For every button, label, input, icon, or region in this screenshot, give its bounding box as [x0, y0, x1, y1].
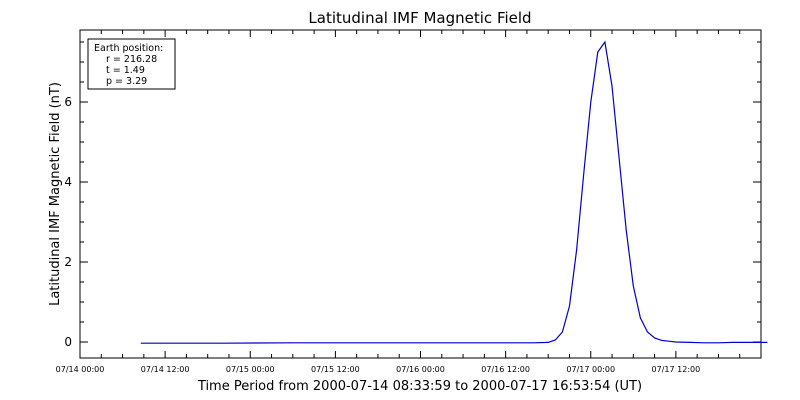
legend-box: [87, 38, 176, 90]
axis-ticks: [79, 30, 761, 358]
series-line: [140, 40, 768, 344]
legend-heading: Earth position:: [94, 43, 163, 54]
x-tick-label: 07/15 12:00: [311, 365, 360, 374]
x-tick-label: 07/16 00:00: [396, 365, 445, 374]
plot-frame: [79, 29, 762, 359]
x-tick-label: 07/14 00:00: [56, 365, 105, 374]
y-tick-label: 0: [64, 335, 72, 349]
y-tick-label: 2: [64, 255, 72, 269]
legend-p-value: p = 3.29: [106, 76, 147, 87]
x-axis-label: Time Period from 2000-07-14 08:33:59 to …: [197, 379, 642, 394]
y-tick-label: 4: [64, 175, 72, 189]
x-tick-labels: 07/14 00:00 07/14 12:00 07/15 00:00 07/15 1…: [56, 365, 701, 374]
x-tick-label: 07/16 12:00: [481, 365, 530, 374]
x-tick-label: 07/14 12:00: [141, 365, 190, 374]
y-tick-label: 6: [64, 95, 72, 109]
x-tick-label: 07/15 00:00: [226, 365, 275, 374]
x-tick-label: 07/17 00:00: [566, 365, 615, 374]
earth-position-legend: Earth position: r = 216.28 t = 1.49 p = …: [87, 38, 176, 90]
y-axis-label: Latitudinal IMF Magnetic Field (nT): [48, 82, 63, 306]
legend-t-value: t = 1.49: [106, 65, 145, 76]
chart-title: Latitudinal IMF Magnetic Field: [308, 9, 531, 27]
x-tick-label: 07/17 12:00: [652, 365, 701, 374]
legend-r-value: r = 216.28: [106, 54, 157, 65]
y-tick-labels: 0 2 4 6: [64, 95, 72, 349]
